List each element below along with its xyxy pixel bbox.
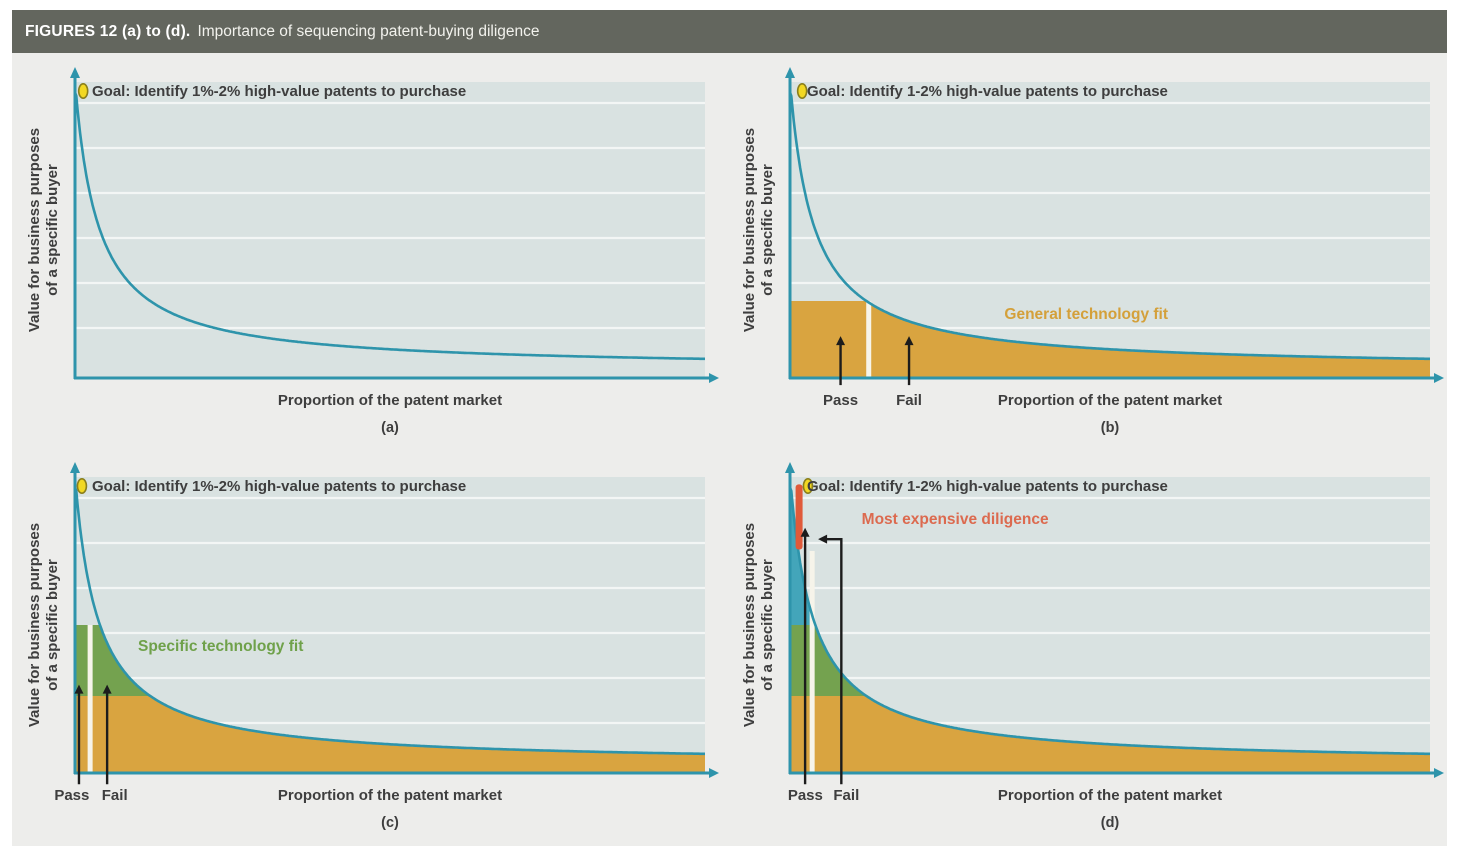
- chart-d: Value for business purposes of a specifi…: [738, 455, 1447, 847]
- fail-label: Fail: [101, 787, 128, 804]
- pass-label: Pass: [823, 392, 859, 409]
- goal-annotation: Goal: Identify 1%-2% high-value patents …: [92, 83, 467, 100]
- goal-annotation: Goal: Identify 1%-2% high-value patents …: [92, 478, 467, 495]
- y-axis-label-line2: of a specific buyer: [44, 164, 61, 296]
- chart-c-canvas: [70, 462, 719, 785]
- panel-label: (b): [1100, 420, 1120, 436]
- pass-label: Pass: [787, 787, 823, 804]
- y-axis-label: Value for business purposes of a specifi…: [26, 128, 62, 332]
- panel-label: (a): [381, 420, 399, 436]
- figure-title: Importance of sequencing patent-buying d…: [197, 22, 540, 40]
- region-label-specific-technology-fit: Specific technology fit: [138, 638, 304, 656]
- y-axis-label: Value for business purposes of a specifi…: [741, 128, 777, 332]
- figure-number: FIGURES 12 (a) to (d).: [25, 22, 191, 40]
- x-axis-label: Proportion of the patent market: [997, 787, 1223, 804]
- y-axis-label: Value for business purposes of a specifi…: [741, 523, 777, 727]
- chart-b-canvas: [785, 67, 1444, 386]
- x-axis-label: Proportion of the patent market: [277, 392, 503, 409]
- y-axis-label-line2: of a specific buyer: [759, 164, 776, 296]
- region-label-general-technology-fit: General technology fit: [1004, 306, 1169, 324]
- y-axis-label-line2: of a specific buyer: [44, 559, 61, 691]
- x-axis-label: Proportion of the patent market: [277, 787, 503, 804]
- chart-d-canvas: [785, 462, 1444, 785]
- chart-a: Value for business purposes of a specifi…: [12, 60, 726, 452]
- panel-label: (c): [381, 815, 399, 831]
- chart-a-canvas: [70, 67, 719, 383]
- y-axis-label: Value for business purposes of a specifi…: [26, 523, 62, 727]
- y-axis-label-line1: Value for business purposes: [26, 522, 43, 728]
- pass-label: Pass: [54, 787, 90, 804]
- y-axis-label-line2: of a specific buyer: [759, 559, 776, 691]
- chart-b: Value for business purposes of a specifi…: [738, 60, 1447, 452]
- chart-c: Value for business purposes of a specifi…: [12, 455, 726, 847]
- goal-annotation: Goal: Identify 1-2% high-value patents t…: [807, 478, 1168, 495]
- y-axis-label-line1: Value for business purposes: [741, 127, 758, 333]
- x-axis-label: Proportion of the patent market: [997, 392, 1223, 409]
- panel-label: (d): [1100, 815, 1120, 831]
- fail-label: Fail: [896, 392, 922, 409]
- region-label-most-expensive-diligence: Most expensive diligence: [861, 511, 1049, 529]
- figure-caption-bar: FIGURES 12 (a) to (d). Importance of seq…: [12, 10, 1447, 53]
- fail-label: Fail: [833, 787, 860, 804]
- y-axis-label-line1: Value for business purposes: [26, 127, 43, 333]
- goal-annotation: Goal: Identify 1-2% high-value patents t…: [807, 83, 1168, 100]
- y-axis-label-line1: Value for business purposes: [741, 522, 758, 728]
